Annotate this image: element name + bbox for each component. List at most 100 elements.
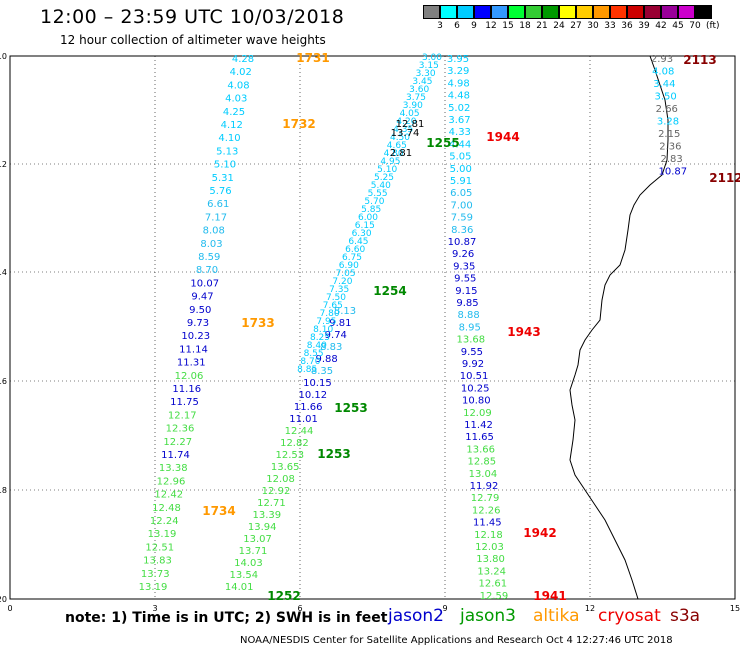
wave-height-label: 10.51 bbox=[460, 371, 489, 382]
wave-height-label: 12.08 bbox=[266, 474, 295, 485]
wave-height-label: 4.28 bbox=[232, 54, 254, 65]
x-tick-label: 15 bbox=[730, 604, 740, 613]
track-band-label: 5.55 bbox=[368, 189, 388, 199]
track-band-label: 5.40 bbox=[371, 181, 391, 191]
track-band-label: 3.00 bbox=[422, 53, 442, 63]
track-band-label: 3.60 bbox=[409, 85, 429, 95]
track-band-label: 3.45 bbox=[412, 77, 432, 87]
wave-height-label: 3.44 bbox=[653, 79, 675, 90]
wave-height-label: 13.66 bbox=[466, 444, 495, 455]
colorbar-label: 33 bbox=[604, 21, 616, 31]
track-band-label: 6.60 bbox=[345, 245, 365, 255]
colorbar-unit: (ft) bbox=[706, 21, 720, 31]
track-band-label: 4.95 bbox=[380, 157, 400, 167]
x-tick-label: 6 bbox=[297, 604, 302, 613]
pass-id-label: 1255 bbox=[426, 136, 459, 150]
wave-height-label: 4.02 bbox=[230, 67, 252, 78]
colorbar-swatch bbox=[559, 5, 576, 19]
wave-height-label: 11.45 bbox=[473, 518, 502, 529]
track-band-label: 7.95 bbox=[316, 317, 336, 327]
wave-height-label: 2.66 bbox=[656, 104, 678, 115]
pass-id-label: 2113 bbox=[683, 53, 716, 67]
wave-height-label: 13.80 bbox=[476, 554, 505, 565]
wave-height-label: 2.36 bbox=[659, 142, 681, 153]
track-band-label: 3.90 bbox=[403, 101, 423, 111]
wave-height-label: 9.74 bbox=[325, 330, 347, 341]
colorbar-label: 15 bbox=[502, 21, 514, 31]
page-subtitle: 12 hour collection of altimeter wave hei… bbox=[60, 33, 326, 47]
colorbar-swatch bbox=[695, 5, 712, 19]
wave-height-label: 4.48 bbox=[448, 91, 470, 102]
wave-height-label: 13.83 bbox=[143, 556, 172, 567]
wave-height-label: 12.82 bbox=[280, 438, 309, 449]
y-tick-label: -12 bbox=[0, 160, 7, 169]
wave-height-label: 12.06 bbox=[175, 371, 204, 382]
wave-height-label: 12.81 bbox=[396, 119, 425, 130]
wave-height-label: 9.50 bbox=[189, 305, 211, 316]
x-tick-label: 0 bbox=[7, 604, 12, 613]
wave-height-label: 6.61 bbox=[207, 199, 229, 210]
wave-height-label: 12.26 bbox=[472, 505, 501, 516]
track-band-label: 5.25 bbox=[374, 173, 394, 183]
track-band-label: 7.05 bbox=[336, 269, 356, 279]
colorbar-swatch bbox=[542, 5, 559, 19]
wave-height-label: 4.98 bbox=[447, 78, 469, 89]
y-tick-label: -14 bbox=[0, 268, 7, 277]
wave-height-label: 4.08 bbox=[227, 80, 249, 91]
wave-height-label: 8.95 bbox=[459, 322, 481, 333]
pass-id-label: 1733 bbox=[241, 316, 274, 330]
wave-height-label: 13.68 bbox=[456, 335, 485, 346]
wave-height-label: 9.55 bbox=[461, 347, 483, 358]
wave-height-label: 13.04 bbox=[469, 469, 498, 480]
track-band-label: 7.20 bbox=[332, 277, 352, 287]
pass-id-label: 1943 bbox=[507, 325, 540, 339]
colorbar-swatch bbox=[644, 5, 661, 19]
wave-height-label: 3.95 bbox=[447, 54, 469, 65]
wave-height-label: 9.55 bbox=[454, 274, 476, 285]
wave-height-label: 11.16 bbox=[172, 384, 201, 395]
wave-height-label: 12.92 bbox=[262, 486, 291, 497]
colorbar-label: 45 bbox=[672, 21, 684, 31]
y-tick-label: -10 bbox=[0, 52, 7, 61]
pass-id-label: 1941 bbox=[533, 589, 566, 603]
wave-height-label: 13.38 bbox=[159, 463, 188, 474]
colorbar-swatch bbox=[525, 5, 542, 19]
wave-height-label: 11.75 bbox=[170, 397, 199, 408]
wave-height-label: 12.17 bbox=[168, 410, 197, 421]
wave-height-label: 12.09 bbox=[463, 408, 492, 419]
wave-height-label: 2.93 bbox=[651, 54, 673, 65]
wave-height-label: 13.73 bbox=[141, 569, 170, 580]
colorbar-label: 9 bbox=[471, 21, 477, 31]
wave-height-label: 12.61 bbox=[478, 579, 507, 590]
track-band-label: 8.70 bbox=[300, 357, 320, 367]
x-tick-label: 9 bbox=[442, 604, 447, 613]
track-band-label: 7.50 bbox=[326, 293, 346, 303]
track-band-label: 8.40 bbox=[307, 341, 327, 351]
colorbar-label: 3 bbox=[437, 21, 443, 31]
wave-height-label: 13.07 bbox=[243, 534, 272, 545]
wave-height-label: 4.03 bbox=[225, 94, 247, 105]
wave-height-label: 12.03 bbox=[475, 542, 504, 553]
wave-height-label: 8.83 bbox=[320, 342, 342, 353]
wave-height-label: 8.70 bbox=[196, 265, 218, 276]
track-band-label: 3.30 bbox=[416, 69, 436, 79]
x-tick-label: 12 bbox=[585, 604, 595, 613]
wave-height-label: 3.67 bbox=[448, 115, 470, 126]
wave-height-label: 14.01 bbox=[225, 582, 254, 593]
colorbar-swatch bbox=[661, 5, 678, 19]
wave-height-label: 10.15 bbox=[303, 378, 332, 389]
wave-height-label: 5.31 bbox=[212, 173, 234, 184]
colorbar-swatch bbox=[440, 5, 457, 19]
track-band-label: 4.20 bbox=[396, 117, 416, 127]
wave-height-label: 6.05 bbox=[450, 188, 472, 199]
wave-height-label: 4.12 bbox=[221, 120, 243, 131]
wave-height-label: 2.81 bbox=[390, 148, 412, 159]
wave-height-label: 11.74 bbox=[161, 450, 190, 461]
wave-height-label: 10.23 bbox=[181, 331, 210, 342]
colorbar-label: 39 bbox=[638, 21, 650, 31]
y-tick-label: -20 bbox=[0, 595, 7, 604]
wave-height-label: 2.83 bbox=[660, 154, 682, 165]
wave-height-label: 5.13 bbox=[216, 146, 238, 157]
track-band-label: 8.10 bbox=[313, 325, 333, 335]
